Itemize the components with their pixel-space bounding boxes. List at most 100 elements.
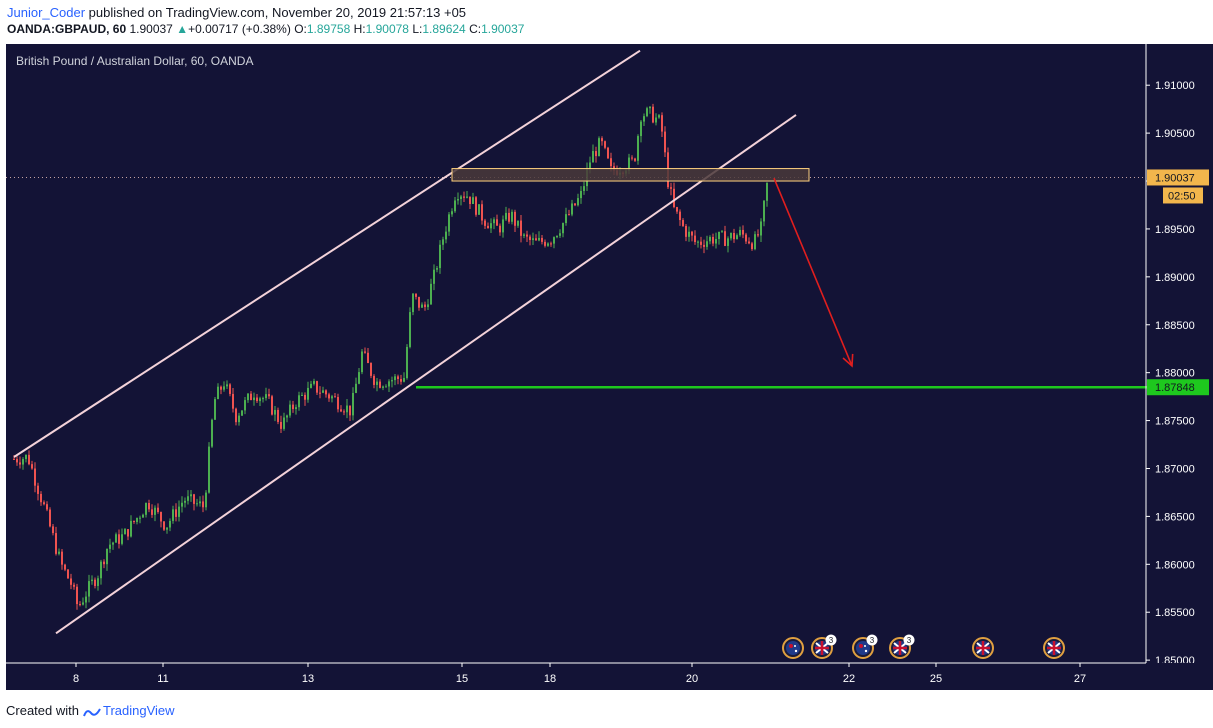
australia-flag-icon[interactable] [782, 637, 804, 659]
candle-body [238, 415, 240, 423]
australia-flag-icon[interactable]: 3 [852, 634, 878, 659]
candle-body [520, 220, 522, 236]
candle-body [22, 459, 24, 465]
candle-body [400, 379, 402, 382]
tradingview-logo-icon [83, 706, 101, 718]
candle-body [289, 404, 291, 416]
candle-body [553, 237, 555, 244]
chart-area[interactable]: 1.910001.905001.900001.895001.890001.885… [6, 44, 1213, 690]
candle-body [409, 312, 411, 347]
price-change: +0.00717 (+0.38%) [188, 22, 291, 36]
candle-body [16, 459, 18, 463]
candle-body [196, 503, 198, 505]
candle-body [385, 386, 387, 388]
candle-body [220, 386, 222, 390]
price-chart[interactable]: 1.910001.905001.900001.895001.890001.885… [6, 44, 1213, 690]
candle-body [268, 394, 270, 397]
candle-body [139, 517, 141, 519]
candle-body [214, 399, 216, 420]
candle-body [757, 234, 759, 236]
candle-body [628, 157, 630, 171]
tradingview-link[interactable]: TradingView [102, 703, 175, 718]
uk-flag-icon[interactable] [1043, 637, 1065, 659]
candle-body [751, 243, 753, 250]
candle-body [256, 397, 258, 402]
candle-body [493, 219, 495, 224]
candle-body [535, 238, 537, 241]
candle-body [235, 408, 237, 423]
candle-body [484, 220, 486, 226]
candle-body [610, 158, 612, 167]
candle-body [88, 581, 90, 597]
time-tick-label: 11 [157, 673, 168, 685]
drawings-layer [6, 49, 1152, 635]
candle-body [160, 512, 162, 522]
candle-body [505, 212, 507, 220]
candle-body [730, 232, 732, 239]
candle-body [187, 496, 189, 501]
candle-body [76, 586, 78, 605]
time-tick-label: 27 [1074, 673, 1086, 685]
up-triangle-icon: ▲ [176, 22, 189, 36]
time-tick-label: 22 [843, 673, 855, 685]
event-count-badge [903, 634, 915, 646]
candle-body [127, 529, 129, 537]
candle-body [73, 584, 75, 587]
price-axis[interactable]: 1.910001.905001.900001.895001.890001.885… [1145, 44, 1209, 667]
candle-body [61, 551, 63, 565]
candle-body [58, 551, 60, 554]
candle-body [703, 244, 705, 247]
resistance-zone [451, 168, 810, 182]
candle-body [541, 237, 543, 242]
candle-body [760, 221, 762, 236]
candle-body [403, 378, 405, 382]
candle-body [70, 578, 72, 585]
candle-body [526, 234, 528, 237]
candle-body [130, 520, 132, 537]
candle-body [262, 398, 264, 400]
candle-body [319, 392, 321, 394]
candle-body [496, 219, 498, 226]
candle-body [565, 214, 567, 224]
candle-body [247, 393, 249, 401]
candle-body [94, 579, 96, 586]
candle-body [394, 376, 396, 381]
candle-body [106, 548, 108, 565]
candle-body [49, 509, 51, 527]
low-label: L: [412, 22, 423, 36]
time-tick-label: 25 [930, 673, 942, 685]
candle-body [469, 196, 471, 205]
event-count-label: 3 [870, 636, 875, 645]
candle-body [670, 187, 672, 189]
candle-body [658, 115, 660, 118]
candle-body [724, 231, 726, 246]
author-link[interactable]: Junior_Coder [7, 5, 86, 20]
candle-body [178, 506, 180, 517]
candle-body [763, 200, 765, 222]
candle-body [592, 151, 594, 163]
candle-body [193, 494, 195, 504]
candle-body [124, 529, 126, 535]
candle-body [52, 526, 54, 534]
event-count-badge [866, 634, 878, 646]
uk-flag-icon[interactable]: 3 [889, 634, 915, 659]
created-with-text: Created with [6, 703, 79, 718]
candle-body [655, 117, 657, 123]
candle-body [304, 394, 306, 400]
candle-body [700, 241, 702, 245]
uk-flag-icon[interactable]: 3 [811, 634, 837, 659]
candle-body [205, 492, 207, 508]
candle-body [232, 393, 234, 409]
candle-body [223, 386, 225, 390]
candle-body [136, 517, 138, 522]
candle-body [226, 384, 228, 387]
price-tick-label: 1.88000 [1155, 368, 1195, 380]
candle-body [646, 108, 648, 117]
candle-body [712, 236, 714, 244]
time-axis[interactable]: 8 11 13 15 18 20 22 25 27 [6, 662, 1213, 690]
candle-body [364, 351, 366, 353]
open-label: O: [294, 22, 307, 36]
channel-lower-line [55, 114, 797, 635]
uk-flag-icon[interactable] [972, 637, 994, 659]
candle-body [103, 561, 105, 565]
